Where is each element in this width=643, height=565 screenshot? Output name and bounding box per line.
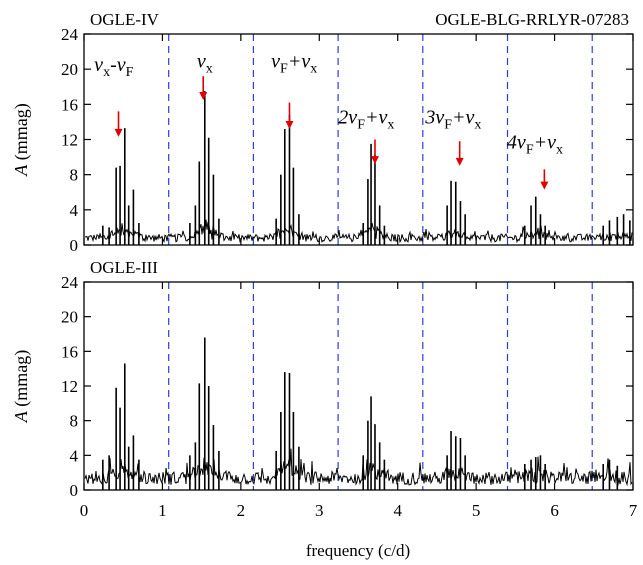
harmonic-label-0: νx-νF	[94, 54, 133, 80]
peak-lines	[102, 337, 619, 490]
harmonic-label-1: νx	[197, 50, 213, 76]
star-id: OGLE-BLG-RRLYR-07283	[435, 10, 629, 29]
y-tick-label-1: 4	[70, 201, 79, 220]
panel-ogle-iv: 0 4 8 12 16 20 24 OGLE-IV OGLE-BLG-RRLYR-07283…	[11, 10, 634, 255]
y-tick-label-0: 0	[70, 236, 79, 255]
y-tick-label-5: 20	[61, 60, 78, 79]
arrow-head-0	[114, 128, 123, 137]
noise-spectrum	[84, 448, 633, 487]
x-tick-label-2: 2	[237, 501, 246, 520]
y-tick-label-5: 20	[61, 308, 78, 327]
y-tick-label-2: 8	[70, 412, 79, 431]
y-axis-label-unit: (mmag)	[11, 103, 32, 164]
x-axis	[83, 34, 634, 245]
harmonic-label-2: νF+νx	[271, 50, 317, 76]
y-tick-label-4: 16	[61, 95, 78, 114]
x-tick-label-5: 5	[472, 501, 481, 520]
arrow-head-2	[285, 120, 294, 129]
y-tick-label-2: 8	[70, 166, 79, 185]
y-axis-label-unit: (mmag)	[11, 350, 32, 411]
x-axis: 0 1 2 3 4 5 6 7	[80, 282, 638, 520]
harmonic-label-4: 3νF+νx	[424, 107, 481, 133]
dashed-lines	[168, 282, 593, 490]
x-tick-label-6: 6	[550, 501, 559, 520]
x-tick-label-0: 0	[80, 501, 89, 520]
arrow-head-4	[455, 157, 464, 166]
panel-label: OGLE-III	[90, 258, 158, 277]
plot-frame	[83, 281, 634, 491]
arrow-head-1	[199, 91, 208, 100]
annotations: νx-νF νx νF+νx 2νF+νx 3νF+νx 4νF+νx	[94, 50, 563, 190]
y-axis-label: A (mmag)	[11, 350, 32, 423]
x-axis-label: frequency (c/d)	[306, 541, 410, 560]
y-axis: 0 4 8 12 16 20 24	[61, 25, 633, 255]
y-tick-label-3: 12	[61, 131, 78, 150]
y-axis-label: A (mmag)	[11, 103, 32, 176]
peak-lines	[102, 91, 631, 245]
y-axis-label-var: A	[11, 410, 31, 423]
x-tick-label-3: 3	[315, 501, 324, 520]
harmonic-label-3: 2νF+νx	[338, 107, 394, 133]
noise-spectrum	[84, 219, 633, 244]
x-tick-label-7: 7	[629, 501, 638, 520]
y-tick-label-1: 4	[70, 446, 79, 465]
arrow-head-5	[540, 181, 549, 190]
x-tick-label-4: 4	[393, 501, 402, 520]
y-axis-label-var: A	[11, 164, 31, 177]
y-axis: 0 4 8 12 16 20 24	[61, 273, 633, 500]
y-tick-label-3: 12	[61, 377, 78, 396]
arrow-head-3	[370, 156, 379, 165]
x-tick-label-1: 1	[158, 501, 167, 520]
y-tick-label-6: 24	[61, 25, 79, 44]
y-tick-label-0: 0	[70, 481, 79, 500]
y-tick-label-6: 24	[61, 273, 79, 292]
panel-label: OGLE-IV	[90, 10, 160, 29]
y-tick-label-4: 16	[61, 342, 78, 361]
harmonic-label-5: 4νF+νx	[507, 131, 563, 157]
